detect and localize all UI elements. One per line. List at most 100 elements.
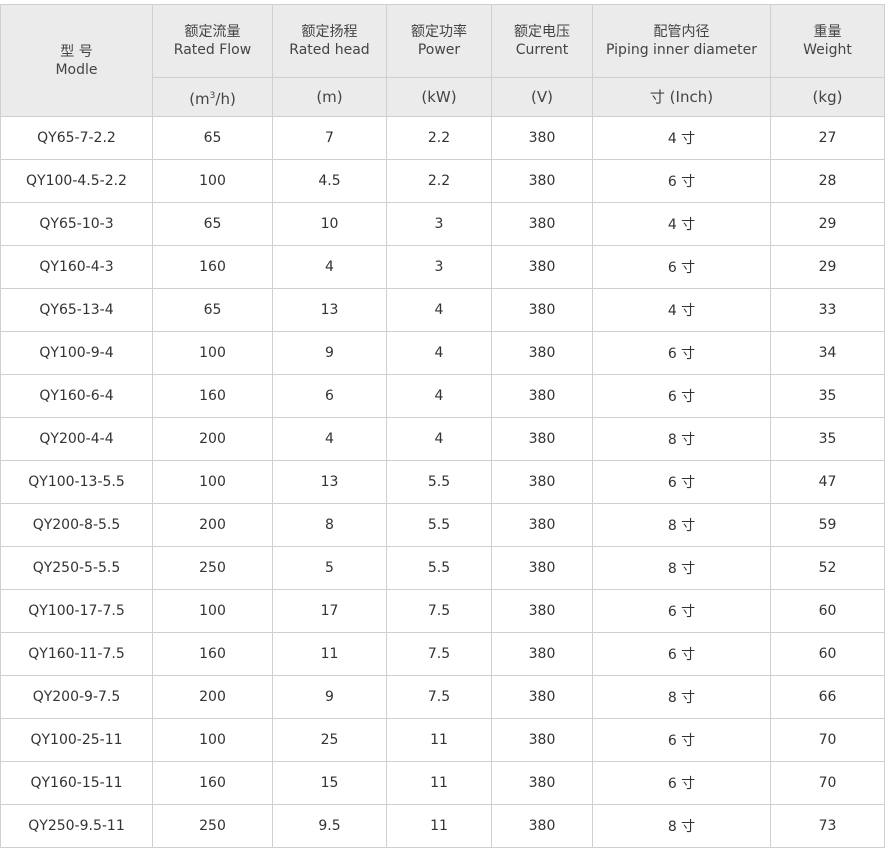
unit-text: /h) — [215, 89, 236, 108]
cell-head: 17 — [272, 589, 387, 633]
header-col: 配管内径 Piping inner diameter — [592, 4, 771, 78]
cell-power: 2.2 — [386, 159, 492, 203]
cell-head: 7 — [272, 116, 387, 160]
table-row: QY100-9-4 100 9 4 380 6 寸 34 — [0, 331, 885, 375]
table-row: QY160-11-7.5 160 11 7.5 380 6 寸 60 — [0, 632, 885, 676]
cell-weight: 70 — [770, 761, 885, 805]
cell-flow: 160 — [152, 632, 273, 676]
cell-model: QY100-17-7.5 — [0, 589, 153, 633]
cell-model: QY160-4-3 — [0, 245, 153, 289]
cell-flow: 100 — [152, 589, 273, 633]
cell-flow: 160 — [152, 761, 273, 805]
cell-head: 9 — [272, 675, 387, 719]
cell-flow: 65 — [152, 202, 273, 246]
cell-model: QY200-9-7.5 — [0, 675, 153, 719]
cell-power: 4 — [386, 288, 492, 332]
cell-head: 11 — [272, 632, 387, 676]
cell-head: 5 — [272, 546, 387, 590]
cell-model: QY160-6-4 — [0, 374, 153, 418]
header-col: 额定流量 Rated Flow — [152, 4, 273, 78]
cell-pipe: 4 寸 — [592, 288, 771, 332]
cell-model: QY100-9-4 — [0, 331, 153, 375]
unit-text: (m — [189, 89, 210, 108]
table-row: QY250-5-5.5 250 5 5.5 380 8 寸 52 — [0, 546, 885, 590]
table-row: QY200-4-4 200 4 4 380 8 寸 35 — [0, 417, 885, 461]
cell-power: 5.5 — [386, 546, 492, 590]
cell-pipe: 4 寸 — [592, 116, 771, 160]
pump-spec-table: 型 号 Modle 额定流量 Rated Flow 额定扬程 Rated head … — [0, 4, 885, 848]
cell-power: 4 — [386, 331, 492, 375]
cell-flow: 160 — [152, 374, 273, 418]
unit-row: (m3/h) (m) (kW) (V) 寸 (Inch) (kg) — [1, 77, 885, 117]
cell-flow: 100 — [152, 159, 273, 203]
cell-power: 3 — [386, 245, 492, 289]
cell-head: 15 — [272, 761, 387, 805]
cell-model: QY160-15-11 — [0, 761, 153, 805]
cell-head: 13 — [272, 460, 387, 504]
cell-voltage: 380 — [491, 159, 593, 203]
cell-head: 4 — [272, 245, 387, 289]
header-col: 额定电压 Current — [491, 4, 593, 78]
cell-voltage: 380 — [491, 460, 593, 504]
cell-voltage: 380 — [491, 116, 593, 160]
header-model-zh: 型 号 — [60, 43, 93, 60]
table-row: QY65-7-2.2 65 7 2.2 380 4 寸 27 — [0, 116, 885, 160]
cell-head: 6 — [272, 374, 387, 418]
unit-power: (kW) — [386, 77, 492, 117]
header-zh: 额定电压 — [514, 24, 570, 40]
cell-head: 4 — [272, 417, 387, 461]
header-zh: 额定流量 — [184, 24, 241, 40]
cell-weight: 52 — [770, 546, 885, 590]
cell-power: 11 — [386, 718, 492, 762]
cell-flow: 200 — [152, 503, 273, 547]
cell-power: 11 — [386, 761, 492, 805]
cell-voltage: 380 — [491, 804, 593, 848]
cell-pipe: 6 寸 — [592, 331, 771, 375]
cell-pipe: 4 寸 — [592, 202, 771, 246]
cell-power: 3 — [386, 202, 492, 246]
cell-model: QY65-7-2.2 — [0, 116, 153, 160]
cell-voltage: 380 — [491, 417, 593, 461]
cell-weight: 47 — [770, 460, 885, 504]
cell-model: QY100-25-11 — [0, 718, 153, 762]
cell-model: QY65-13-4 — [0, 288, 153, 332]
table-row: QY160-6-4 160 6 4 380 6 寸 35 — [0, 374, 885, 418]
cell-voltage: 380 — [491, 632, 593, 676]
header-zh: 额定功率 — [411, 24, 467, 40]
cell-weight: 29 — [770, 245, 885, 289]
cell-pipe: 8 寸 — [592, 675, 771, 719]
cell-voltage: 380 — [491, 331, 593, 375]
cell-voltage: 380 — [491, 546, 593, 590]
cell-voltage: 380 — [491, 202, 593, 246]
table-row: QY250-9.5-11 250 9.5 11 380 8 寸 73 — [0, 804, 885, 848]
cell-weight: 59 — [770, 503, 885, 547]
cell-flow: 65 — [152, 116, 273, 160]
cell-model: QY200-4-4 — [0, 417, 153, 461]
cell-weight: 28 — [770, 159, 885, 203]
header-en: Piping inner diameter — [606, 42, 757, 58]
cell-model: QY250-5-5.5 — [0, 546, 153, 590]
header-zh: 额定扬程 — [301, 24, 358, 40]
cell-head: 25 — [272, 718, 387, 762]
header-en: Rated head — [289, 42, 370, 58]
cell-weight: 34 — [770, 331, 885, 375]
unit-voltage: (V) — [491, 77, 593, 117]
cell-voltage: 380 — [491, 718, 593, 762]
cell-pipe: 6 寸 — [592, 589, 771, 633]
table-row: QY160-4-3 160 4 3 380 6 寸 29 — [0, 245, 885, 289]
cell-pipe: 8 寸 — [592, 417, 771, 461]
header-model: 型 号 Modle — [0, 4, 153, 117]
cell-voltage: 380 — [491, 675, 593, 719]
header-en: Power — [417, 42, 461, 58]
cell-model: QY250-9.5-11 — [0, 804, 153, 848]
table-row: QY160-15-11 160 15 11 380 6 寸 70 — [0, 761, 885, 805]
unit-flow: (m3/h) — [152, 77, 273, 117]
unit-pipe: 寸 (Inch) — [592, 77, 771, 117]
cell-flow: 250 — [152, 804, 273, 848]
unit-head: (m) — [272, 77, 387, 117]
cell-head: 13 — [272, 288, 387, 332]
cell-model: QY100-4.5-2.2 — [0, 159, 153, 203]
header-zh: 配管内径 — [653, 24, 710, 40]
cell-weight: 60 — [770, 632, 885, 676]
cell-head: 9.5 — [272, 804, 387, 848]
